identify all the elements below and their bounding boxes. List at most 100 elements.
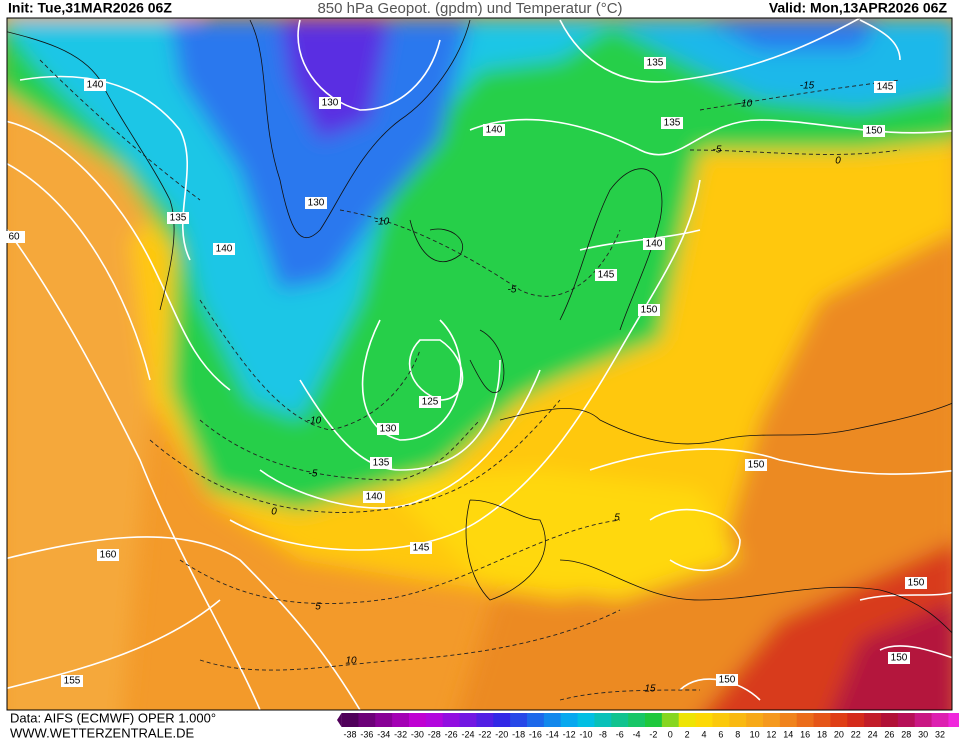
scale-label: -2 [649, 729, 657, 739]
color-swatch [678, 713, 697, 727]
height-label: 135 [664, 118, 681, 129]
scale-label: 28 [901, 729, 911, 739]
height-label-box [319, 97, 341, 109]
color-swatch [796, 713, 815, 727]
height-label-box [167, 212, 189, 224]
color-scale: -38 -36 -34 -32 -30 -28 -26 -24 -22 -20 -18 -16 -14-… [337, 713, 959, 739]
scale-label: 12 [766, 729, 776, 739]
color-swatch [493, 713, 511, 727]
color-swatch [527, 713, 545, 727]
height-label: 140 [646, 239, 663, 250]
temperature-label: -5 [713, 145, 722, 156]
height-label-box [97, 549, 119, 561]
height-label: 150 [891, 653, 908, 664]
scale-label: -34 [377, 729, 390, 739]
height-label-box [61, 675, 83, 687]
height-label-box [483, 124, 505, 136]
scale-label: 8 [735, 729, 740, 739]
color-swatch [948, 713, 959, 727]
color-swatch [763, 713, 781, 727]
height-label: 140 [216, 244, 233, 255]
color-swatch [375, 713, 393, 727]
height-label: 145 [598, 270, 615, 281]
scale-label: 26 [884, 729, 894, 739]
color-swatch [645, 713, 663, 727]
height-label-box [84, 79, 106, 91]
scale-arrow-left [337, 713, 342, 727]
color-swatch [442, 713, 461, 727]
temperature-label: -15 [800, 81, 815, 92]
scale-label: 16 [800, 729, 810, 739]
height-label: 145 [877, 82, 894, 93]
scale-label: -36 [360, 729, 373, 739]
height-label-box [874, 81, 896, 93]
data-source: Data: AIFS (ECMWF) OPER 1.000° [10, 710, 216, 725]
height-label: 150 [908, 578, 925, 589]
temperature-label: 0 [271, 507, 277, 518]
height-label: 150 [748, 460, 765, 471]
color-swatch [409, 713, 427, 727]
height-label: 140 [486, 125, 503, 136]
height-label-box [716, 674, 738, 686]
scale-label: 32 [935, 729, 945, 739]
scale-label: 6 [718, 729, 723, 739]
temperature-label: 0 [835, 156, 841, 167]
height-label-box [661, 117, 683, 129]
height-label: 150 [719, 675, 736, 686]
height-label: 135 [170, 213, 187, 224]
scale-label: 10 [750, 729, 760, 739]
color-swatch [729, 713, 747, 727]
color-swatch [560, 713, 579, 727]
temperature-label: -5 [309, 469, 318, 480]
height-label-box [410, 542, 432, 554]
color-swatch [914, 713, 933, 727]
height-label-box [863, 125, 885, 137]
height-label: 135 [647, 58, 664, 69]
temperature-label: 5 [315, 602, 321, 613]
color-swatch [341, 713, 359, 727]
height-label-box [905, 577, 927, 589]
scale-label: 4 [701, 729, 706, 739]
scale-label: -6 [616, 729, 624, 739]
scale-label: 18 [817, 729, 827, 739]
height-label-box [643, 238, 665, 250]
temperature-label: 5 [614, 513, 620, 524]
scale-label: 2 [685, 729, 690, 739]
height-label-box [595, 269, 617, 281]
color-swatch [543, 713, 562, 727]
website: WWW.WETTERZENTRALE.DE [10, 725, 194, 740]
color-swatch [392, 713, 410, 727]
scale-label: -18 [512, 729, 525, 739]
scale-label: 24 [868, 729, 878, 739]
scale-label: -24 [461, 729, 474, 739]
height-label-box [305, 197, 327, 209]
height-label: 150 [866, 126, 883, 137]
height-label-box [377, 423, 399, 435]
height-label: 140 [366, 492, 383, 503]
color-swatch [746, 713, 764, 727]
color-swatch [813, 713, 831, 727]
scale-label: -32 [394, 729, 407, 739]
height-label: 60 [8, 232, 20, 243]
scale-label: 30 [918, 729, 928, 739]
scale-label: -38 [343, 729, 356, 739]
scale-label: -10 [579, 729, 592, 739]
color-swatch [510, 713, 528, 727]
height-label-box [363, 491, 385, 503]
height-label: 150 [641, 305, 658, 316]
color-swatch [931, 713, 949, 727]
height-label-box [213, 243, 235, 255]
color-swatch [594, 713, 612, 727]
scale-label: -4 [633, 729, 641, 739]
map-title: 850 hPa Geopot. (gpdm) und Temperatur (°… [317, 0, 622, 17]
height-label: 145 [413, 543, 430, 554]
scale-label: -22 [478, 729, 491, 739]
color-swatch [847, 713, 865, 727]
color-swatch [358, 713, 376, 727]
height-label: 140 [87, 80, 104, 91]
scale-label: -16 [529, 729, 542, 739]
scale-label: 22 [851, 729, 861, 739]
height-label: 125 [422, 397, 439, 408]
scale-label: -20 [495, 729, 508, 739]
